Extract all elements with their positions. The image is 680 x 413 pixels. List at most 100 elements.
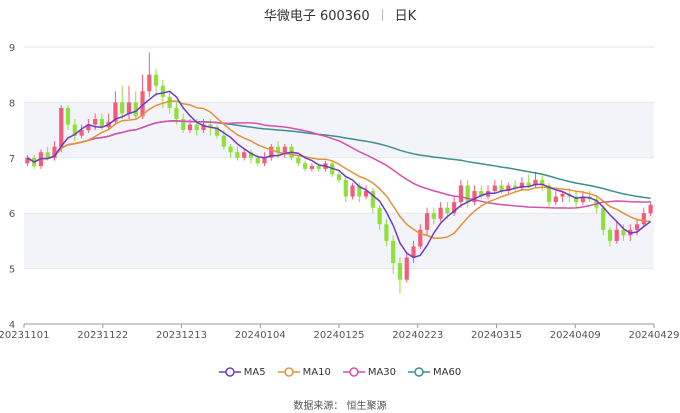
candle-body [431, 213, 436, 219]
candle-body [499, 185, 504, 192]
candle-body [411, 246, 416, 258]
candle-body [113, 102, 118, 122]
y-tick-label: 7 [9, 154, 15, 165]
candle-body [377, 207, 382, 225]
x-tick-label: 20240429 [629, 330, 680, 341]
candle-body [634, 224, 640, 230]
candle-body [546, 185, 552, 203]
candle-body [99, 119, 105, 128]
legend-marker-icon [342, 367, 365, 377]
candle-body [303, 163, 308, 169]
y-tick-label: 8 [9, 98, 15, 109]
candle-body [540, 179, 545, 186]
candle-body [153, 74, 159, 86]
candle-body [601, 207, 606, 230]
candle-body [391, 240, 396, 264]
candle-body [72, 124, 77, 136]
legend-marker-icon [408, 367, 431, 377]
candle-body [648, 204, 653, 214]
candle-body [519, 182, 525, 189]
grid-band [24, 213, 654, 269]
candle-body [208, 124, 213, 128]
candle-body [343, 179, 348, 197]
ma10-line [27, 100, 651, 239]
candle-body [235, 152, 240, 158]
legend-item-ma30[interactable]: MA30 [342, 367, 397, 378]
candle-body [194, 124, 199, 131]
x-tick-label: 20240125 [314, 330, 365, 341]
candle-body [513, 185, 518, 189]
candle-body [167, 96, 172, 108]
candle-body [458, 185, 464, 203]
candle-body [472, 191, 477, 203]
candle-body [228, 146, 233, 153]
candle-body [181, 119, 186, 131]
grid-band [24, 102, 654, 158]
candle-body [418, 229, 423, 247]
candle-body [269, 146, 274, 158]
x-tick-label: 20240104 [235, 330, 286, 341]
x-tick-label: 20240223 [392, 330, 443, 341]
candle-body [479, 191, 484, 197]
chart-title: 华微电子 600360 日K [0, 5, 680, 24]
candle-body [397, 263, 403, 280]
legend-item-ma10[interactable]: MA10 [277, 367, 331, 378]
candle-body [201, 124, 206, 131]
data-source: 数据来源： 恒生聚源 [293, 401, 387, 412]
candle-body [316, 166, 321, 169]
candle-body [560, 193, 565, 197]
candle-body [93, 119, 98, 125]
candle-body [140, 91, 145, 117]
candle-body [336, 174, 342, 180]
candle-body [573, 196, 579, 203]
candle-body [404, 257, 409, 280]
candle-body [424, 213, 430, 230]
candle-body [214, 127, 220, 136]
candle-body [506, 185, 511, 192]
candle-body [452, 202, 457, 214]
candle-body [438, 207, 443, 219]
candle-body [133, 102, 138, 117]
candle-body [86, 124, 91, 131]
candle-body [187, 124, 193, 131]
candle-body [65, 107, 71, 125]
legend-label: MA30 [367, 367, 397, 378]
candle-body [533, 179, 538, 186]
legend-item-ma5[interactable]: MA5 [218, 367, 266, 378]
candle-body [465, 185, 470, 203]
ma5-line [27, 90, 652, 259]
y-tick-label: 6 [9, 209, 15, 220]
candle-body [275, 146, 281, 153]
candle-body [357, 185, 362, 197]
candle-body [262, 157, 267, 164]
candle-body [363, 191, 369, 197]
candle-body [160, 85, 165, 97]
y-tick-label: 4 [9, 320, 15, 331]
candle-body [25, 157, 30, 164]
candle-body [370, 191, 375, 208]
x-tick-label: 20240409 [550, 330, 601, 341]
legend-item-ma60[interactable]: MA60 [408, 367, 461, 378]
y-tick-label: 9 [9, 43, 15, 54]
candle-body [526, 182, 531, 186]
candle-body [580, 196, 585, 203]
candle-body [445, 207, 450, 214]
ma30-line [27, 120, 651, 209]
legend-label: MA60 [433, 367, 462, 378]
candle-body [248, 152, 254, 158]
candle-body [607, 229, 613, 241]
title-separator [381, 9, 383, 21]
legend: MA5 MA10 MA30 MA60 [0, 367, 680, 378]
candle-body [492, 185, 497, 192]
period-label[interactable]: 日K [394, 9, 417, 24]
x-tick-label: 20231101 [0, 330, 49, 341]
candle-body [255, 157, 260, 164]
candle-body [614, 229, 619, 241]
y-tick-label: 5 [9, 265, 15, 276]
candle-body [309, 166, 315, 169]
candle-body [296, 157, 301, 164]
candle-body [126, 102, 132, 114]
candle-body [45, 152, 50, 158]
candle-body [174, 107, 179, 120]
